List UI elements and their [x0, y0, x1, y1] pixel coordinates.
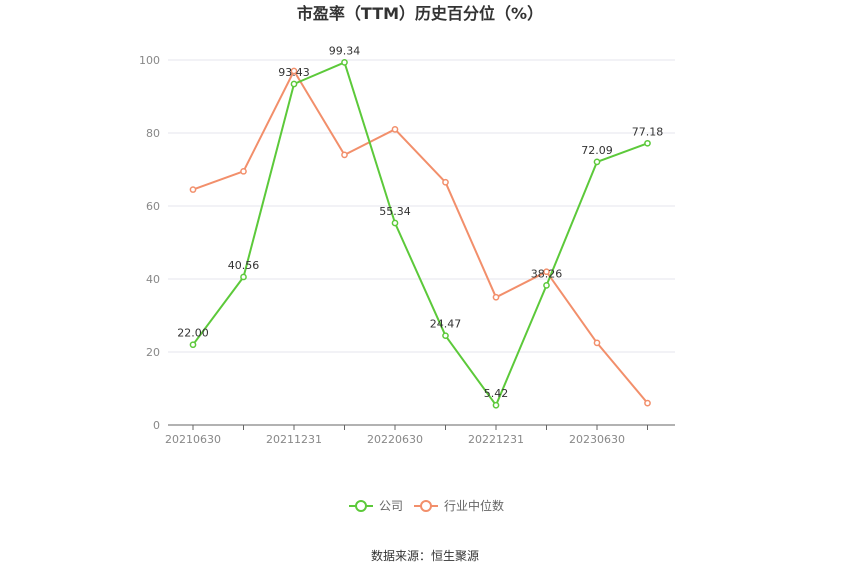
- y-tick-label: 40: [146, 273, 160, 286]
- data-label: 55.34: [379, 205, 411, 218]
- legend-label: 公司: [379, 499, 403, 513]
- series: [189, 59, 651, 409]
- x-tick-label: 20210630: [165, 433, 221, 446]
- x-tick-label: 20221231: [468, 433, 524, 446]
- legend-swatch-marker: [420, 500, 432, 512]
- data-point: [593, 158, 601, 166]
- data-label: 93.43: [278, 66, 310, 79]
- data-point: [240, 273, 247, 281]
- y-tick-label: 100: [139, 54, 160, 67]
- series-line-0: [192, 61, 648, 407]
- data-point: [341, 151, 348, 159]
- data-point: [290, 80, 298, 88]
- data-point: [189, 186, 197, 193]
- chart-title: 市盈率（TTM）历史百分位（%）: [297, 4, 543, 23]
- y-tick-label: 0: [153, 419, 160, 432]
- data-point: [391, 126, 399, 133]
- data-label: 40.56: [228, 259, 260, 272]
- x-tick-label: 20220630: [367, 433, 423, 446]
- data-point: [492, 293, 500, 301]
- data-point: [290, 67, 298, 75]
- legend-item-1[interactable]: 行业中位数: [414, 498, 504, 513]
- y-tick-label: 60: [146, 200, 160, 213]
- data-point: [341, 59, 348, 66]
- y-tick-label: 20: [146, 346, 160, 359]
- legend-label: 行业中位数: [444, 498, 504, 513]
- data-label: 22.00: [177, 327, 209, 340]
- data-point: [189, 341, 197, 349]
- data-label: 24.47: [430, 318, 462, 331]
- data-label: 77.18: [632, 125, 664, 138]
- series-line-1: [192, 69, 649, 404]
- data-label: 5.42: [484, 387, 509, 400]
- axes: 0 20 40 60 80 100 20210630 20211231 20220630 2022…: [139, 54, 675, 446]
- legend-item-0[interactable]: 公司: [349, 499, 403, 513]
- data-point: [240, 167, 247, 175]
- data-point: [644, 399, 651, 407]
- data-point: [391, 219, 399, 227]
- data-point: [442, 178, 449, 186]
- data-label: 72.09: [581, 144, 613, 157]
- data-point: [543, 268, 550, 276]
- data-point: [593, 339, 601, 347]
- data-label: 99.34: [329, 44, 361, 57]
- source-note: 数据来源：恒生聚源: [371, 548, 479, 563]
- data-labels: 22.00 40.56 93.43 99.34 55.34 24.47 5.42 38.26 7…: [177, 44, 663, 400]
- y-tick-label: 80: [146, 127, 160, 140]
- data-point: [442, 332, 449, 340]
- legend[interactable]: 公司 行业中位数: [349, 498, 504, 513]
- x-tick-label: 20230630: [569, 433, 625, 446]
- data-label: 38.26: [531, 267, 563, 280]
- data-point: [644, 139, 651, 147]
- x-tick-label: 20211231: [266, 433, 322, 446]
- gridlines: [168, 59, 675, 353]
- data-point: [543, 282, 550, 289]
- data-point: [492, 401, 500, 409]
- legend-swatch-marker: [355, 500, 367, 512]
